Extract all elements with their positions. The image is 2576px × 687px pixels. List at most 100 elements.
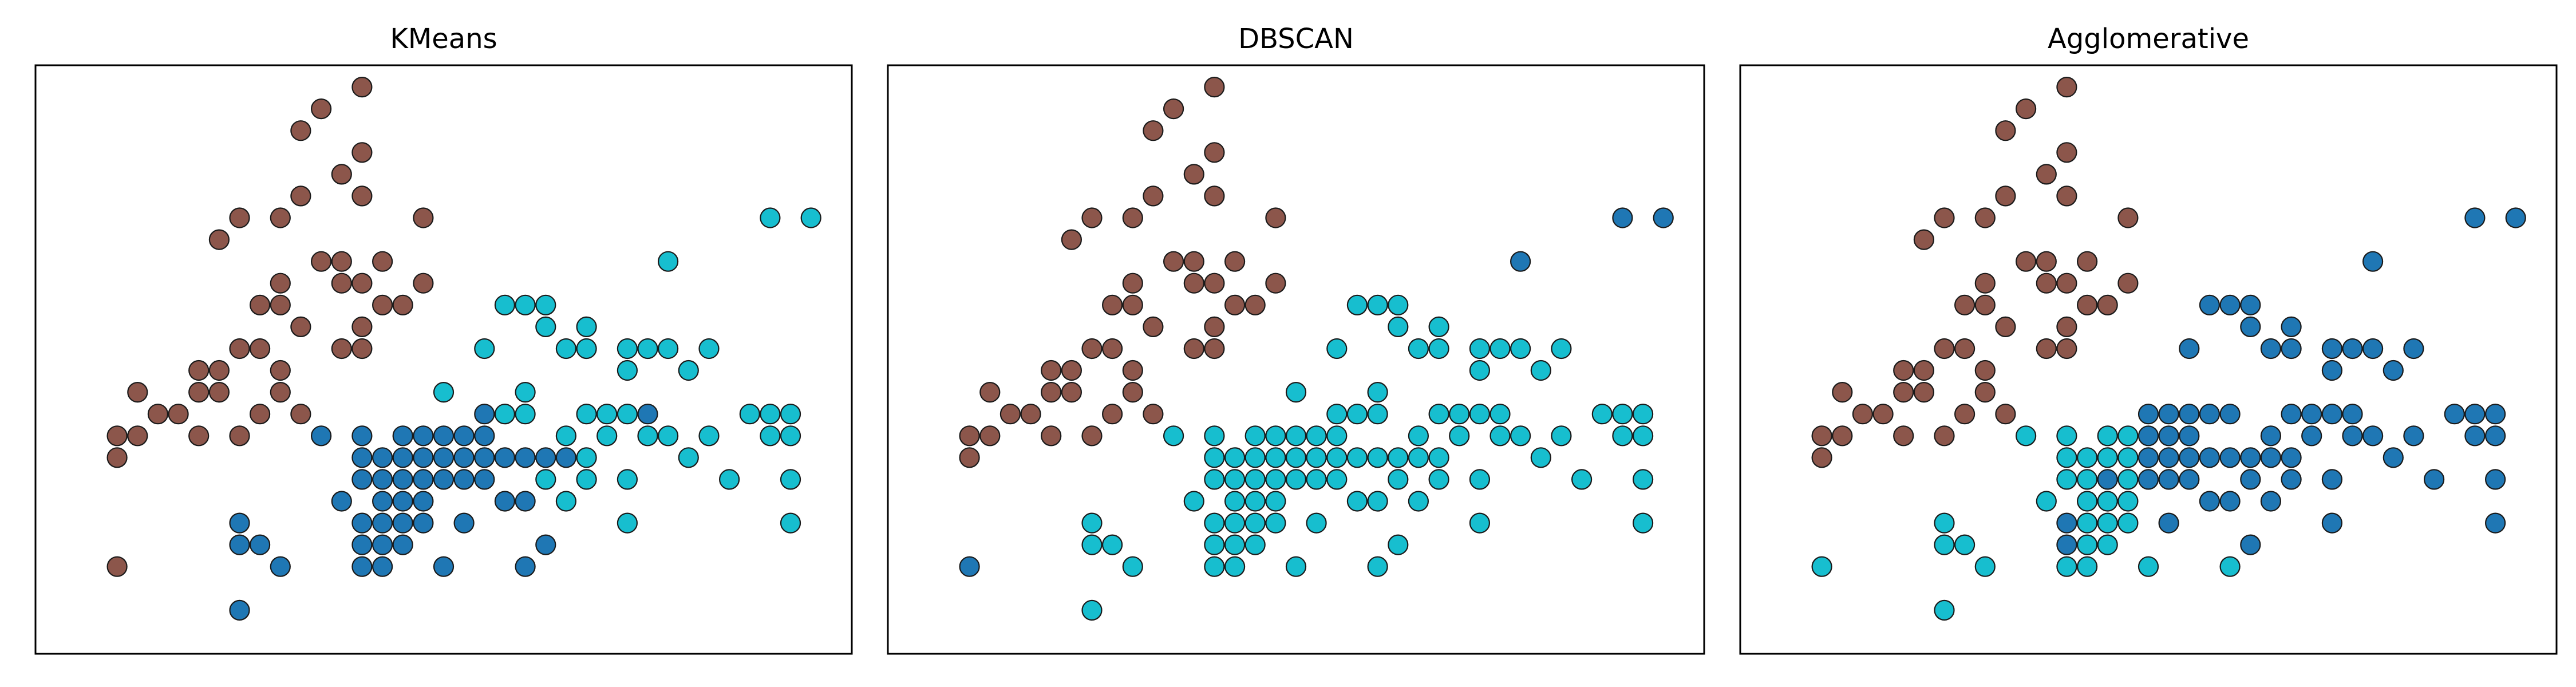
scatter-point [2016,98,2037,120]
scatter-point [1469,512,1490,534]
scatter-point [1954,294,1976,315]
scatter-point [1633,512,1654,534]
scatter-point [2077,294,2098,315]
scatter-point [372,556,393,577]
scatter-point [1326,469,1348,490]
scatter-point [2097,534,2118,555]
scatter-point [474,404,495,425]
scatter-point [392,294,413,315]
scatter-point [515,447,536,468]
scatter-point [1183,164,1204,185]
scatter-point [780,469,801,490]
scatter-point [331,164,352,185]
scatter-point [739,404,760,425]
scatter-point [800,207,821,228]
scatter-point [2485,512,2506,534]
scatter-point [2138,404,2159,425]
panel-agglomerative: Agglomerative [1739,23,2558,655]
scatter-point [1551,338,1572,360]
scatter-point [1913,360,1934,381]
scatter-point [2179,447,2200,468]
scatter-point [433,469,455,490]
scatter-point [2199,404,2220,425]
scatter-point [760,404,781,425]
scatter-point [1872,404,1894,425]
scatter-point [2158,447,2179,468]
scatter-point [1530,447,1551,468]
scatter-point [1326,404,1348,425]
scatter-point [1265,273,1286,294]
scatter-point [290,404,311,425]
scatter-point [2097,425,2118,447]
scatter-point [1265,491,1286,512]
scatter-point [959,447,980,468]
scatter-point [1388,469,1409,490]
scatter-point [2056,142,2077,163]
scatter-point [1388,447,1409,468]
scatter-point [1183,491,1204,512]
scatter-point [351,469,373,490]
scatter-point [515,381,536,403]
scatter-point [372,491,393,512]
scatter-point [760,425,781,447]
scatter-point [2240,316,2261,338]
scatter-point [1204,534,1225,555]
scatter-point [1041,360,1062,381]
scatter-point [1612,404,1633,425]
scatter-point [1469,360,1490,381]
scatter-point [331,338,352,360]
scatter-point [351,447,373,468]
scatter-point [2383,360,2404,381]
scatter-point [1122,360,1143,381]
scatter-point [1612,207,1633,228]
scatter-point [979,381,1001,403]
scatter-point [617,404,638,425]
scatter-point [106,425,128,447]
scatter-point [2077,251,2098,272]
scatter-point [2321,360,2342,381]
scatter-point [617,469,638,490]
scatter-point [188,381,210,403]
scatter-point [637,425,658,447]
scatter-point [1244,469,1266,490]
scatter-point [270,360,291,381]
scatter-point [555,425,577,447]
scatter-point [1244,425,1266,447]
scatter-point [2219,294,2241,315]
scatter-point [433,425,455,447]
scatter-point [270,556,291,577]
scatter-point [331,273,352,294]
scatter-point [188,425,210,447]
scatter-point [2117,425,2139,447]
scatter-point [2240,534,2261,555]
scatter-point [270,273,291,294]
scatter-point [1020,404,1041,425]
scatter-point [2158,512,2179,534]
scatter-point [2179,338,2200,360]
scatter-point [127,381,148,403]
scatter-point [2056,469,2077,490]
scatter-point [2342,404,2363,425]
scatter-point [1122,381,1143,403]
scatter-point [2077,469,2098,490]
scatter-point [2077,556,2098,577]
scatter-point [2403,338,2424,360]
scatter-point [1934,599,1955,621]
scatter-point [1061,381,1082,403]
scatter-point [351,556,373,577]
scatter-point [372,294,393,315]
scatter-point [1408,425,1429,447]
scatter-point [453,447,475,468]
scatter-point [2117,207,2139,228]
scatter-point [1346,294,1368,315]
scatter-point [1490,338,1511,360]
scatter-point [1551,425,1572,447]
scatter-point [1346,404,1368,425]
scatter-point [1367,381,1388,403]
scatter-point [1265,207,1286,228]
scatter-point [392,425,413,447]
scatter-point [2036,164,2057,185]
scatter-point [2485,425,2506,447]
scatter-point [413,447,434,468]
scatter-point [494,447,516,468]
